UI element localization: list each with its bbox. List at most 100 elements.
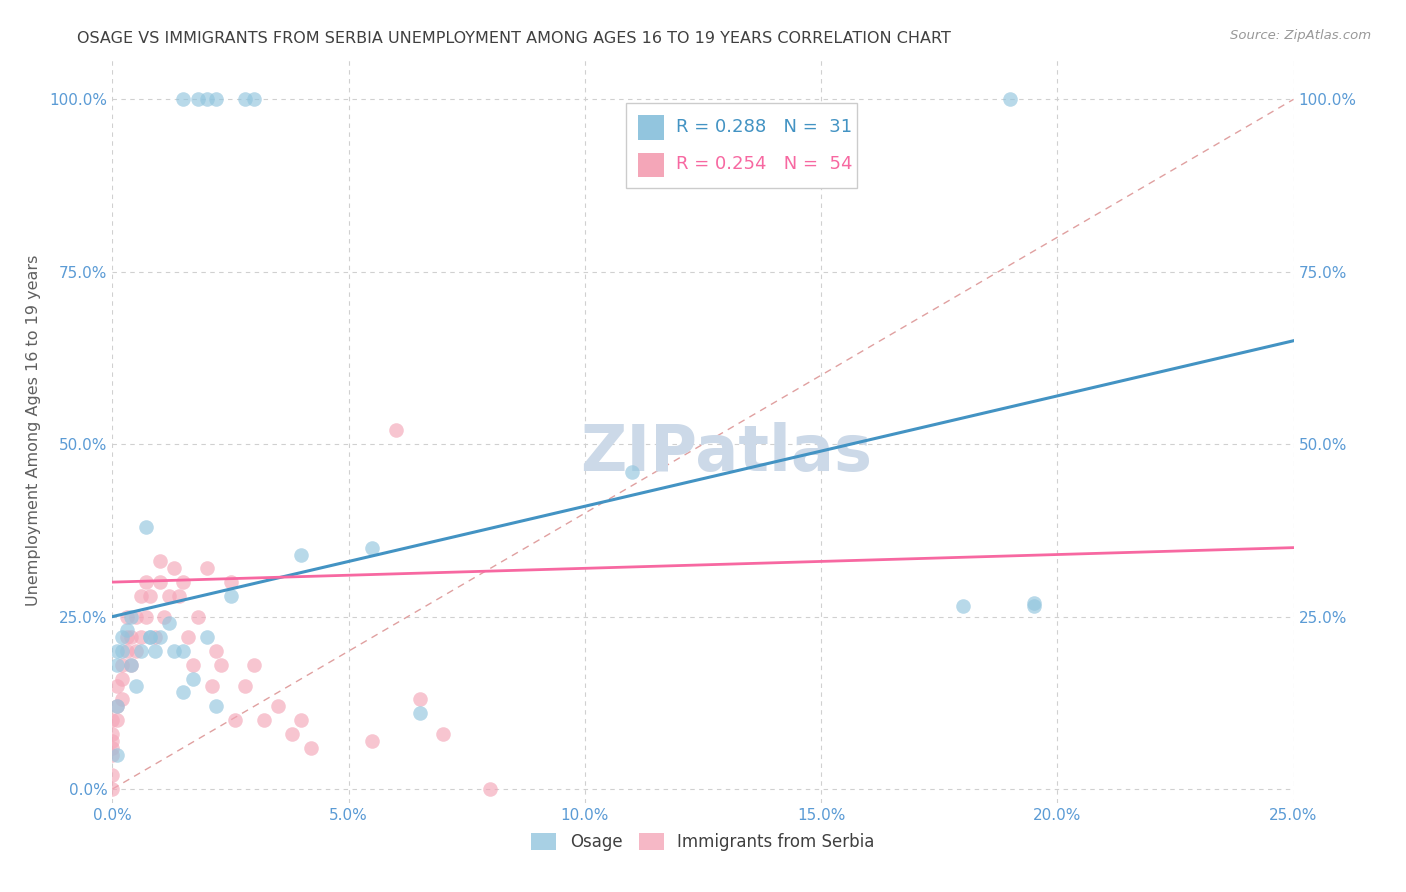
Y-axis label: Unemployment Among Ages 16 to 19 years: Unemployment Among Ages 16 to 19 years xyxy=(27,255,41,606)
Point xyxy=(181,672,204,686)
Legend: Osage, Immigrants from Serbia: Osage, Immigrants from Serbia xyxy=(524,826,882,858)
Point xyxy=(267,699,290,714)
Point xyxy=(139,589,162,603)
Point xyxy=(129,630,152,644)
Point xyxy=(153,609,176,624)
Point xyxy=(101,733,124,747)
Point xyxy=(167,589,190,603)
Point xyxy=(195,630,218,644)
Point xyxy=(101,713,124,727)
Point xyxy=(195,92,218,106)
Text: R = 0.288   N =  31: R = 0.288 N = 31 xyxy=(676,119,852,136)
Point xyxy=(290,548,312,562)
Point xyxy=(125,644,148,658)
Point xyxy=(205,644,228,658)
Point xyxy=(408,706,430,720)
Point xyxy=(129,589,152,603)
Point xyxy=(233,679,256,693)
Point xyxy=(105,747,128,762)
Point xyxy=(224,713,246,727)
FancyBboxPatch shape xyxy=(626,103,856,188)
Point xyxy=(111,657,134,672)
Point xyxy=(195,561,218,575)
Point xyxy=(186,92,208,106)
Point xyxy=(143,630,166,644)
Point xyxy=(101,727,124,741)
Point xyxy=(408,692,430,706)
Point xyxy=(139,630,162,644)
Point xyxy=(101,768,124,782)
Point xyxy=(205,92,228,106)
Point xyxy=(125,679,148,693)
Point xyxy=(115,624,138,638)
Point xyxy=(101,782,124,797)
Point xyxy=(998,92,1021,106)
Point xyxy=(105,679,128,693)
Point xyxy=(361,541,384,555)
Point xyxy=(1022,599,1045,614)
Point xyxy=(139,630,162,644)
Point xyxy=(111,630,134,644)
Point xyxy=(120,630,142,644)
Point xyxy=(157,616,180,631)
Point xyxy=(290,713,312,727)
Point xyxy=(172,685,194,699)
Point xyxy=(479,782,502,797)
Point xyxy=(186,609,208,624)
Point xyxy=(105,713,128,727)
Point xyxy=(172,575,194,590)
Text: ZIPatlas: ZIPatlas xyxy=(581,422,873,483)
Point xyxy=(172,92,194,106)
Point xyxy=(105,699,128,714)
Point xyxy=(1022,596,1045,610)
Point xyxy=(163,644,186,658)
Point xyxy=(120,657,142,672)
Point xyxy=(101,740,124,755)
Point xyxy=(129,644,152,658)
Point xyxy=(253,713,276,727)
Point xyxy=(172,644,194,658)
Point xyxy=(120,609,142,624)
Point xyxy=(952,599,974,614)
Point xyxy=(115,644,138,658)
Point xyxy=(111,692,134,706)
Point xyxy=(181,657,204,672)
Point xyxy=(361,733,384,747)
Point xyxy=(115,630,138,644)
Point xyxy=(115,609,138,624)
Point xyxy=(143,644,166,658)
Point xyxy=(111,672,134,686)
Point xyxy=(105,657,128,672)
Point xyxy=(219,589,242,603)
Point xyxy=(281,727,304,741)
Point xyxy=(243,92,266,106)
Point xyxy=(135,520,157,534)
Point xyxy=(205,699,228,714)
Point xyxy=(219,575,242,590)
Point xyxy=(243,657,266,672)
Point xyxy=(149,630,172,644)
Point xyxy=(201,679,224,693)
Point xyxy=(111,644,134,658)
Point xyxy=(105,644,128,658)
Point xyxy=(432,727,454,741)
Text: OSAGE VS IMMIGRANTS FROM SERBIA UNEMPLOYMENT AMONG AGES 16 TO 19 YEARS CORRELATI: OSAGE VS IMMIGRANTS FROM SERBIA UNEMPLOY… xyxy=(77,31,952,46)
Point xyxy=(177,630,200,644)
Text: R = 0.254   N =  54: R = 0.254 N = 54 xyxy=(676,155,852,173)
Point xyxy=(120,657,142,672)
Point xyxy=(105,699,128,714)
Point xyxy=(299,740,322,755)
Point xyxy=(621,465,644,479)
Point xyxy=(125,609,148,624)
Point xyxy=(101,747,124,762)
Point xyxy=(385,424,408,438)
Point xyxy=(135,609,157,624)
FancyBboxPatch shape xyxy=(638,153,664,178)
Point xyxy=(149,575,172,590)
Point xyxy=(163,561,186,575)
Point xyxy=(135,575,157,590)
Point xyxy=(233,92,256,106)
FancyBboxPatch shape xyxy=(638,115,664,140)
Point xyxy=(209,657,232,672)
Point xyxy=(157,589,180,603)
